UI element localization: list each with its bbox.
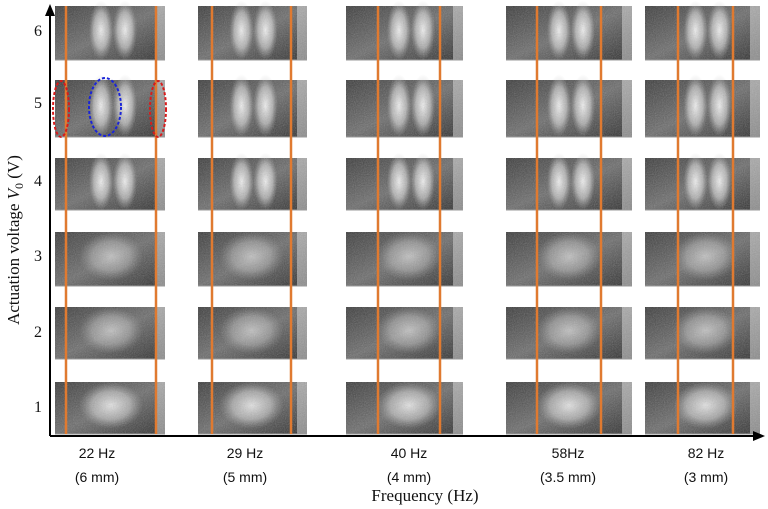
image-panel: [55, 307, 165, 360]
y-tick-label: 6: [34, 23, 42, 40]
y-tick-label: 4: [34, 173, 42, 190]
image-panel: [198, 152, 307, 211]
image-panel: [645, 152, 760, 211]
y-tick-label: 1: [34, 399, 42, 416]
image-panel: [506, 74, 632, 138]
image-panel: [198, 74, 307, 138]
image-panel: [506, 382, 632, 435]
y-axis-title-prefix: Actuation voltage: [4, 199, 23, 325]
antinode-highlight: [88, 77, 122, 137]
x-tick-labels: 22 Hz (6 mm) 29 Hz (5 mm) 40 Hz (4 mm) 5…: [75, 445, 728, 485]
y-tick-label: 5: [34, 95, 42, 112]
x-tick-wavelength: (6 mm): [75, 469, 119, 485]
node-highlight-left: [52, 80, 70, 138]
image-panel: [346, 74, 463, 138]
image-panel: [645, 307, 760, 360]
image-panel: [506, 152, 632, 211]
x-tick-wavelength: (3.5 mm): [540, 469, 596, 485]
image-panel: [645, 382, 760, 435]
image-panel: [198, 307, 307, 360]
y-axis-title-sub: 0: [12, 183, 26, 189]
y-tick-labels: 6 5 4 3 2 1: [34, 23, 42, 416]
image-panel-grid: [55, 0, 760, 435]
image-panel: [55, 74, 165, 138]
x-tick-freq: 22 Hz: [79, 445, 116, 461]
image-panel: [198, 0, 307, 61]
image-panel: [198, 231, 307, 287]
image-panel: [506, 307, 632, 360]
image-panel: [55, 0, 165, 61]
image-panel: [198, 382, 307, 435]
image-panel: [506, 0, 632, 61]
image-panel: [55, 231, 165, 287]
x-tick-freq: 58Hz: [552, 445, 585, 461]
x-tick-wavelength: (3 mm): [684, 469, 728, 485]
image-panel: [346, 382, 463, 435]
x-tick-wavelength: (4 mm): [387, 469, 431, 485]
image-panel: [346, 152, 463, 211]
vertical-marker-lines: [64, 6, 735, 434]
x-tick-freq: 40 Hz: [391, 445, 428, 461]
image-panel: [645, 231, 760, 287]
image-panel: [506, 231, 632, 287]
y-axis-arrowhead: [45, 4, 55, 16]
image-panel: [346, 231, 463, 287]
image-panel: [346, 0, 463, 61]
y-tick-label: 2: [34, 324, 42, 341]
x-axis-title: Frequency (Hz): [371, 486, 478, 505]
image-panel: [346, 307, 463, 360]
highlight-ellipses: [52, 77, 167, 138]
y-axis-title: Actuation voltage V0 (V): [4, 155, 26, 325]
image-panel: [645, 74, 760, 138]
y-tick-label: 3: [34, 248, 42, 265]
x-axis-arrowhead: [753, 431, 765, 441]
image-panel: [55, 382, 165, 435]
x-tick-wavelength: (5 mm): [223, 469, 267, 485]
y-axis-title-var: V: [4, 186, 23, 199]
x-tick-freq: 29 Hz: [227, 445, 264, 461]
image-panel: [55, 152, 165, 211]
x-tick-freq: 82 Hz: [688, 445, 725, 461]
node-highlight-right: [149, 80, 167, 138]
image-panel: [645, 0, 760, 61]
y-axis-title-unit: (V): [4, 155, 23, 183]
